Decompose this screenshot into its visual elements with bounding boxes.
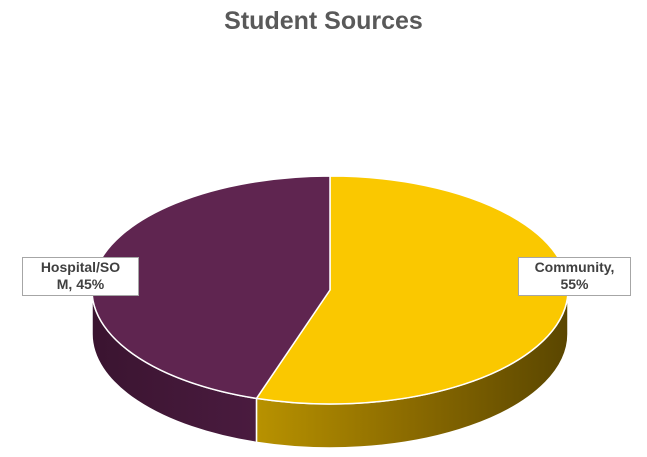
slice-label-hospital-som: Hospital/SO M, 45% bbox=[22, 257, 139, 296]
slice-label-community: Community, 55% bbox=[518, 257, 631, 296]
